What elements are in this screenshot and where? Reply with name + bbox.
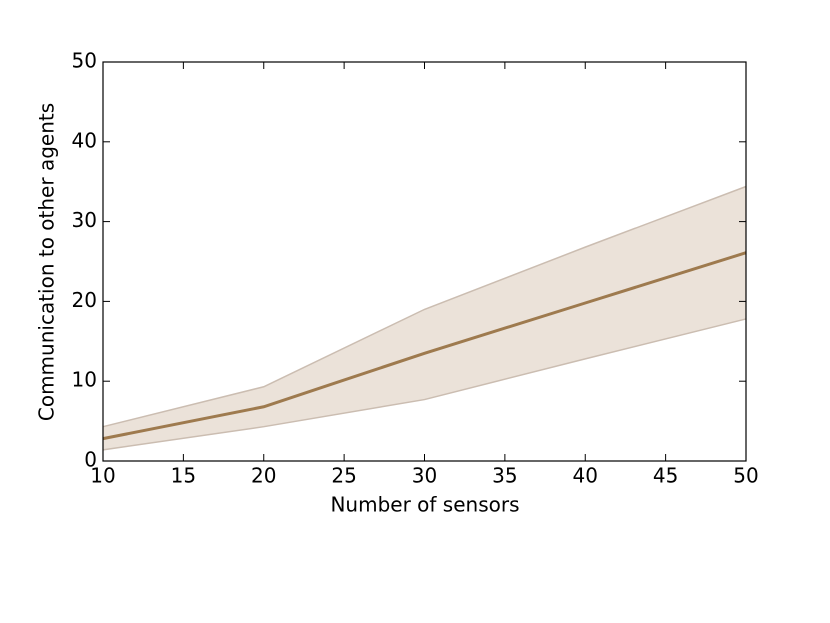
x-tick-label: 40 (573, 464, 598, 488)
x-axis-label: Number of sensors (330, 493, 519, 517)
x-tick-label: 20 (251, 464, 276, 488)
band-lower-edge (102, 318, 747, 451)
x-tick-label: 50 (733, 464, 758, 488)
band-upper-edge (102, 185, 747, 428)
x-tick-label: 25 (331, 464, 356, 488)
line (102, 251, 747, 441)
y-tick-label: 0 (84, 448, 97, 472)
y-axis-label: Communication to other agents (35, 103, 59, 421)
y-tick-label: 30 (72, 208, 97, 232)
confidence-band (103, 186, 746, 450)
y-tick-label: 50 (72, 49, 97, 73)
x-tick-label: 35 (492, 464, 517, 488)
x-tick-label: 15 (171, 464, 196, 488)
x-tick-label: 45 (653, 464, 678, 488)
x-tick-label: 30 (412, 464, 437, 488)
y-tick-label: 40 (72, 128, 97, 152)
y-tick-label: 20 (72, 288, 97, 312)
x-tick-label: 10 (90, 464, 115, 488)
y-tick-label: 10 (72, 368, 97, 392)
